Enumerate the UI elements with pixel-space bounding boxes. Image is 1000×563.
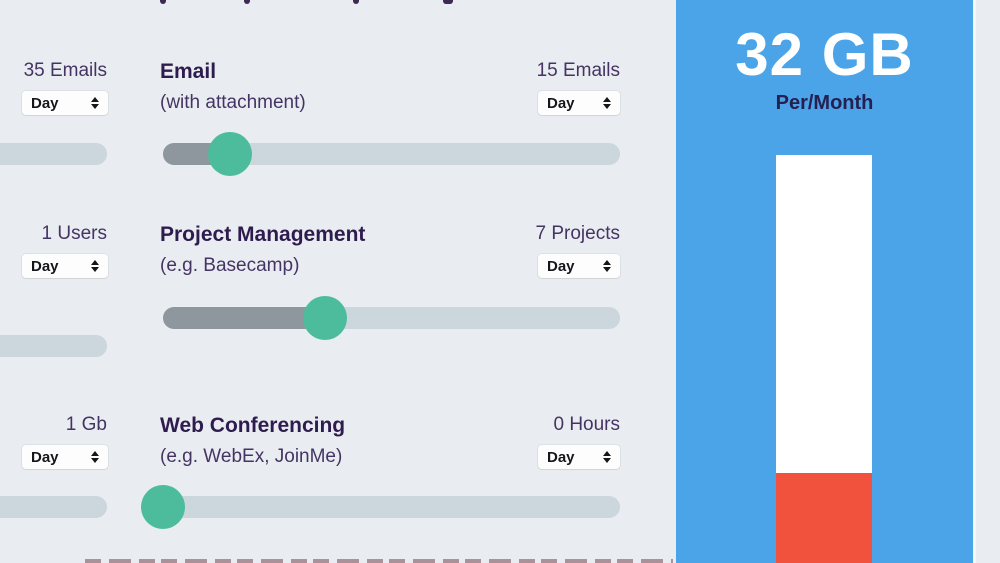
period-select-value: Day [547,94,575,112]
usage-slider[interactable] [163,132,620,176]
updown-arrows-icon [91,97,99,109]
usage-bar [776,155,872,563]
period-select-value: Day [547,257,575,275]
clipped-text-fragment [353,0,359,4]
slider-handle[interactable] [141,485,185,529]
usage-slider[interactable] [141,485,620,529]
period-select-value: Day [31,448,59,466]
period-select-value: Day [31,257,59,275]
period-select[interactable]: Day [22,445,108,469]
slider-track-partial[interactable] [0,143,107,165]
updown-arrows-icon [91,451,99,463]
summary-panel: 32 GB Per/Month [676,0,973,563]
total-bandwidth-value: 32 GB [735,21,914,88]
service-subtitle: (with attachment) [160,92,306,113]
slider-track-partial[interactable] [0,496,107,518]
updown-arrows-icon [603,260,611,272]
service-title: Project Management [160,223,366,246]
slider-handle[interactable] [208,132,252,176]
updown-arrows-icon [91,260,99,272]
usage-bar-used-segment [776,473,872,563]
usage-value-label: 1 Gb [65,414,107,435]
period-select[interactable]: Day [22,254,108,278]
usage-value-label: 35 Emails [23,60,107,81]
updown-arrows-icon [603,451,611,463]
period-select[interactable]: Day [22,91,108,115]
usage-value-label: 1 Users [41,223,107,244]
slider-fill [163,307,325,329]
usage-slider[interactable] [163,296,620,340]
usage-value-label: 7 Projects [535,223,620,244]
service-title: Email [160,60,217,83]
period-select[interactable]: Day [538,254,620,278]
period-select[interactable]: Day [538,445,620,469]
slider-track-partial[interactable] [0,335,107,357]
usage-bar-free-segment [776,155,872,473]
clipped-text-fragment [443,0,453,4]
updown-arrows-icon [603,97,611,109]
slider-handle[interactable] [303,296,347,340]
background-strip [973,0,1000,563]
clipped-text-fragment [160,0,166,4]
service-subtitle: (e.g. WebEx, JoinMe) [160,446,343,467]
period-select-value: Day [31,94,59,112]
clipped-text-fragment-bottom [85,559,673,563]
period-select[interactable]: Day [538,91,620,115]
service-title: Web Conferencing [160,414,346,437]
usage-value-label: 15 Emails [536,60,620,81]
usage-value-label: 0 Hours [553,414,620,435]
period-select-value: Day [547,448,575,466]
clipped-text-fragment [244,0,250,4]
total-period-label: Per/Month [775,92,874,114]
service-subtitle: (e.g. Basecamp) [160,255,300,276]
